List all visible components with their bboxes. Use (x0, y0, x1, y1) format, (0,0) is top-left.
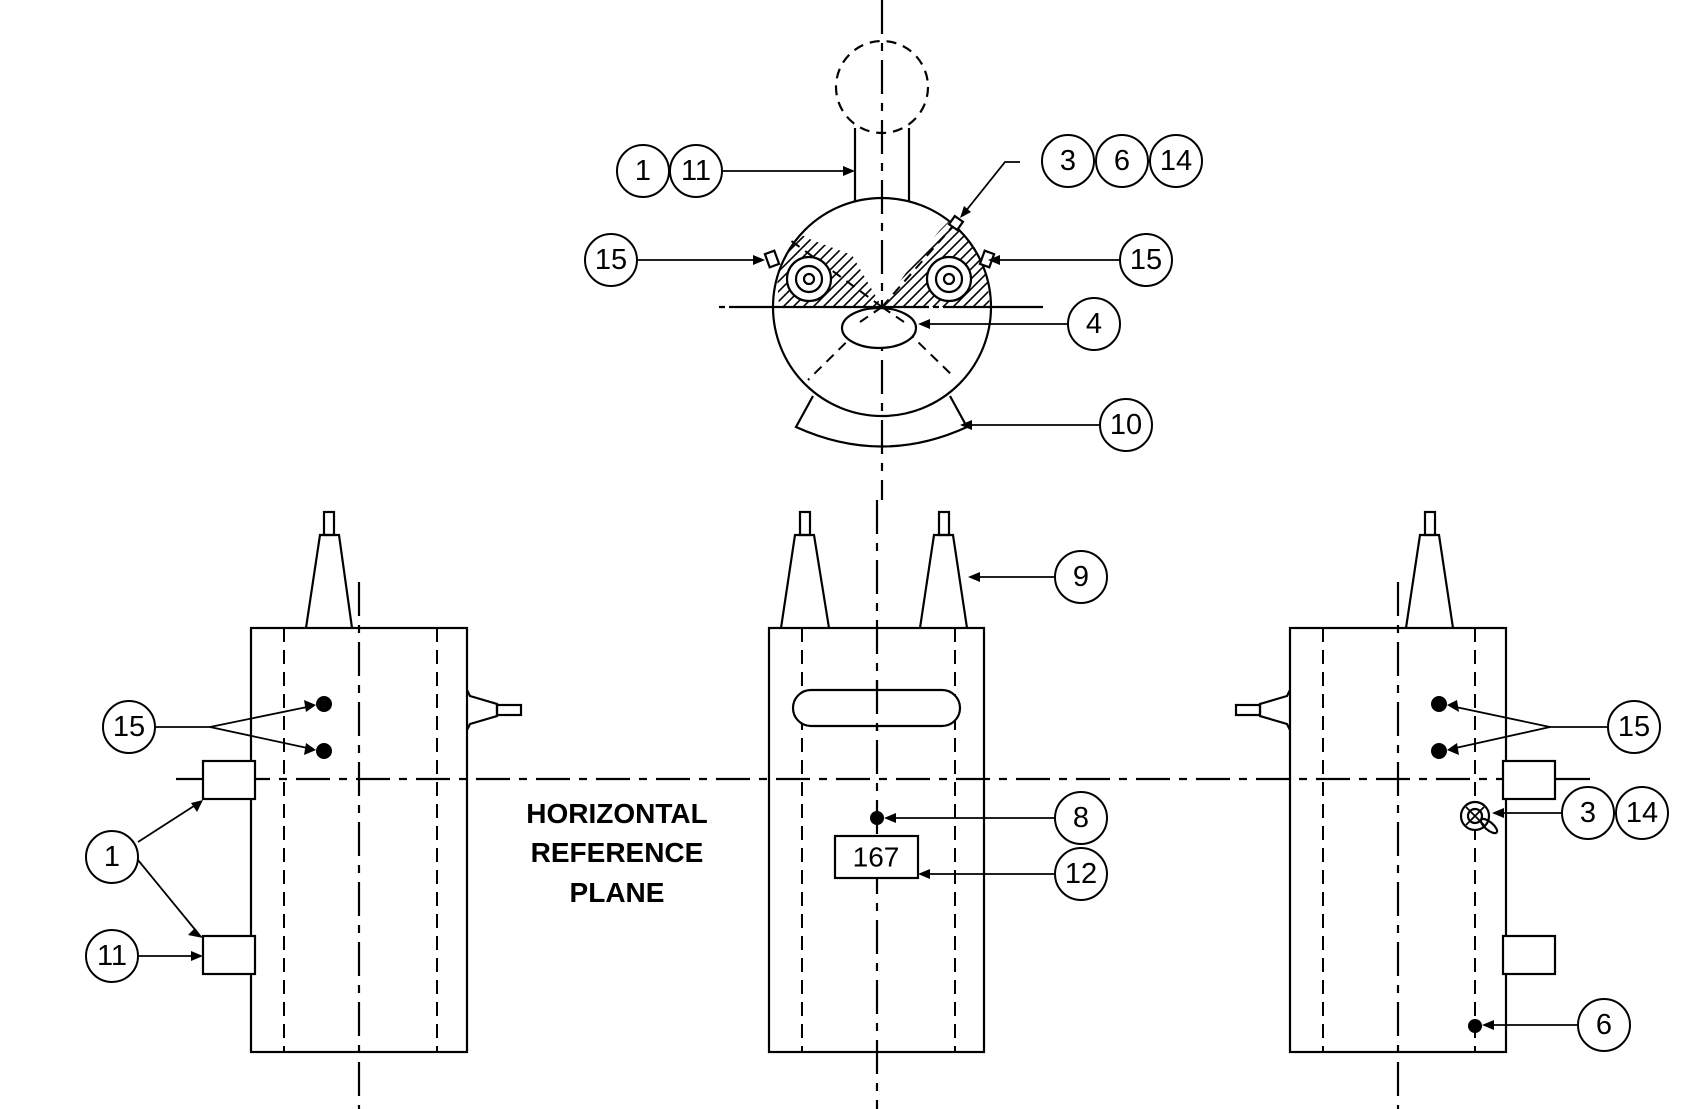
callout-front-12: 12 (1054, 847, 1108, 901)
callout-top-15-left: 15 (584, 233, 638, 287)
hatch-line (969, 212, 990, 307)
hatch-line (1000, 200, 1110, 310)
svg-text:15: 15 (1618, 711, 1650, 743)
reference-label-line1: HORIZONTAL (526, 798, 707, 829)
callout-left-15: 15 (102, 700, 156, 754)
svg-text:8: 8 (1073, 802, 1089, 834)
hatch-line (989, 212, 990, 307)
reference-label-line3: PLANE (570, 877, 665, 908)
callout-right-6: 6 (1577, 998, 1631, 1052)
hatch-line (776, 225, 851, 307)
left-bushing (304, 533, 354, 629)
handhole-ellipse (840, 306, 918, 350)
nameplate-box (833, 834, 920, 880)
hatch-line (899, 212, 990, 307)
front-view-leaders (884, 572, 1055, 879)
top-view-leaders (637, 161, 1120, 430)
left-box-11 (201, 934, 257, 976)
hatch-line (839, 225, 882, 307)
callout-top-4: 4 (1067, 297, 1121, 351)
left-view-leaders (137, 700, 316, 961)
svg-text:15: 15 (113, 711, 145, 743)
callout-top-14: 14 (1149, 134, 1203, 188)
diag-line-upper-right (881, 217, 961, 308)
svg-text:6: 6 (1596, 1009, 1612, 1041)
svg-text:9: 9 (1073, 561, 1089, 593)
front-bushing-right (918, 533, 969, 629)
callout-left-1: 1 (85, 830, 139, 884)
hatch-line (776, 225, 801, 307)
callout-top-10: 10 (1099, 398, 1153, 452)
callout-front-8: 8 (1054, 791, 1108, 845)
callout-right-14: 14 (1615, 786, 1669, 840)
callout-right-15: 15 (1607, 700, 1661, 754)
hatch-line (959, 212, 990, 307)
base-arc (794, 395, 969, 448)
svg-text:15: 15 (595, 244, 627, 276)
hatch-line (776, 225, 881, 307)
front-view: 167 (767, 500, 986, 1109)
callout-top-3: 3 (1041, 134, 1095, 188)
hatch-line (979, 212, 990, 307)
hatch-line (829, 225, 882, 307)
callout-right-3: 3 (1561, 786, 1615, 840)
hatch-line (849, 225, 882, 307)
svg-text:10: 10 (1110, 409, 1142, 441)
svg-text:6: 6 (1114, 145, 1130, 177)
front-bushing-left (779, 533, 831, 629)
callout-top-6: 6 (1095, 134, 1149, 188)
left-side-bushing (466, 689, 499, 731)
hatch-line (949, 212, 990, 307)
svg-text:1: 1 (635, 155, 651, 187)
valve-square (947, 214, 965, 232)
nameplate-text: 167 (853, 842, 900, 873)
ellipse-dash-1 (859, 306, 883, 323)
svg-text:15: 15 (1130, 244, 1162, 276)
svg-text:12: 12 (1065, 858, 1097, 890)
svg-text:14: 14 (1160, 145, 1192, 177)
hatch-line (776, 225, 861, 307)
svg-text:11: 11 (681, 155, 711, 187)
reference-label-line2: REFERENCE (531, 837, 704, 868)
right-view-leaders (1447, 700, 1608, 1030)
tab-left (763, 249, 781, 269)
svg-text:3: 3 (1580, 797, 1596, 829)
left-side-view (201, 510, 523, 1109)
left-box-1 (201, 759, 257, 801)
diag-line-upper-left (789, 239, 883, 308)
svg-text:4: 4 (1086, 308, 1102, 340)
ellipse-dash-2 (881, 306, 905, 323)
drain-valve-icon (1459, 800, 1499, 835)
callout-top-11: 11 (669, 144, 723, 198)
hatch-line (819, 225, 882, 307)
right-bushing (1404, 533, 1455, 629)
bushing-right (925, 255, 973, 303)
callout-front-9: 9 (1054, 550, 1108, 604)
conservator-outline (834, 39, 930, 135)
callout-top-1: 1 (616, 144, 670, 198)
right-box-lower (1501, 934, 1557, 976)
svg-text:14: 14 (1626, 797, 1658, 829)
svg-text:3: 3 (1060, 145, 1076, 177)
hatch-line (909, 212, 990, 307)
callout-left-11: 11 (85, 929, 139, 983)
svg-text:1: 1 (104, 841, 120, 873)
callout-top-15-right: 15 (1119, 233, 1173, 287)
svg-text:11: 11 (97, 940, 127, 972)
right-side-bushing (1258, 689, 1291, 731)
right-side-view (1234, 510, 1557, 1109)
bushing-left (785, 255, 833, 303)
right-box-upper (1501, 759, 1557, 801)
hatch-line (776, 225, 871, 307)
